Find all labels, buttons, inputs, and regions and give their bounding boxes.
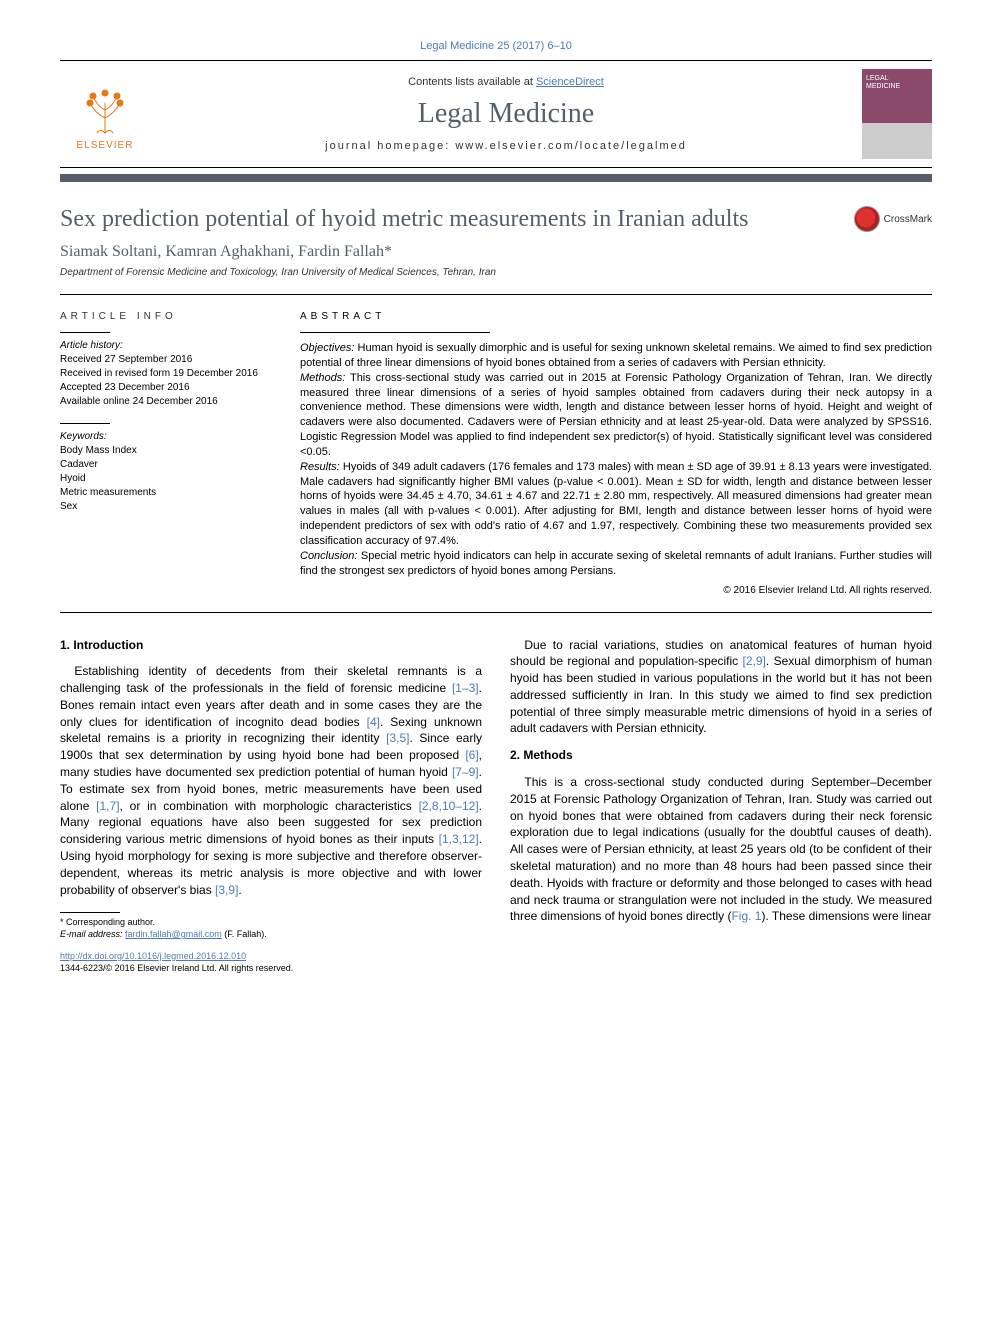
authors-list: Siamak Soltani, Kamran Aghakhani, Fardin… <box>60 243 384 260</box>
ref-link[interactable]: [3,9] <box>215 883 238 897</box>
keyword: Body Mass Index <box>60 444 280 458</box>
keywords-label: Keywords: <box>60 430 280 444</box>
journal-homepage[interactable]: journal homepage: www.elsevier.com/locat… <box>150 140 862 152</box>
journal-name: Legal Medicine <box>150 98 862 130</box>
ref-link[interactable]: [3,5] <box>386 731 409 745</box>
abs-results-label: Results: <box>300 461 340 473</box>
abs-results: Hyoids of 349 adult cadavers (176 female… <box>300 461 932 547</box>
thick-rule <box>60 174 932 182</box>
body-columns: 1. Introduction Establishing identity of… <box>60 637 932 975</box>
info-rule-1 <box>60 332 110 333</box>
text: , or in combination with morphologic cha… <box>120 799 419 813</box>
abs-objectives: Human hyoid is sexually dimorphic and is… <box>300 342 932 369</box>
rule-above-info <box>60 294 932 295</box>
corr-marker: * <box>384 243 392 260</box>
intro-p1: Establishing identity of decedents from … <box>60 663 482 898</box>
journal-header: ELSEVIER Contents lists available at Sci… <box>60 60 932 168</box>
keyword: Cadaver <box>60 458 280 472</box>
journal-cover-thumb: LEGALMEDICINE <box>862 69 932 159</box>
ref-link[interactable]: [7–9] <box>452 765 479 779</box>
corresponding-author-footnote: * Corresponding author. E-mail address: … <box>60 917 482 940</box>
text: ). These dimensions were linear <box>761 909 931 923</box>
text: This is a cross-sectional study conducte… <box>510 775 932 923</box>
email-label: E-mail address: <box>60 929 125 939</box>
corr-email-line: E-mail address: fardin.fallah@gmail.com … <box>60 929 482 941</box>
keyword: Sex <box>60 500 280 514</box>
keyword: Hyoid <box>60 472 280 486</box>
article-info-column: article info Article history: Received 2… <box>60 311 300 596</box>
email-suffix: (F. Fallah). <box>222 929 267 939</box>
abs-methods: This cross-sectional study was carried o… <box>300 372 932 458</box>
doi-block: http://dx.doi.org/10.1016/j.legmed.2016.… <box>60 951 482 974</box>
ref-link[interactable]: [6] <box>465 748 478 762</box>
abstract-copyright: © 2016 Elsevier Ireland Ltd. All rights … <box>300 585 932 596</box>
fig-link[interactable]: Fig. 1 <box>731 909 761 923</box>
article-title: Sex prediction potential of hyoid metric… <box>60 206 748 233</box>
elsevier-wordmark: ELSEVIER <box>77 140 134 151</box>
ref-link[interactable]: [1,3,12] <box>439 832 479 846</box>
corr-label: * Corresponding author. <box>60 917 482 929</box>
methods-p1: This is a cross-sectional study conducte… <box>510 774 932 925</box>
intro-heading: 1. Introduction <box>60 637 482 654</box>
contents-lists-line: Contents lists available at ScienceDirec… <box>150 76 862 88</box>
crossmark-icon <box>854 206 880 232</box>
article-info-heading: article info <box>60 311 280 322</box>
article-history-block: Article history: Received 27 September 2… <box>60 339 280 409</box>
ref-link[interactable]: [1–3] <box>452 681 479 695</box>
text: . <box>238 883 241 897</box>
abstract-body: Objectives: Human hyoid is sexually dimo… <box>300 341 932 579</box>
text: Establishing identity of decedents from … <box>60 664 482 695</box>
history-line: Received 27 September 2016 <box>60 353 280 367</box>
footnote-rule <box>60 912 120 913</box>
title-row: Sex prediction potential of hyoid metric… <box>60 206 932 243</box>
contents-prefix: Contents lists available at <box>408 76 536 88</box>
affiliation: Department of Forensic Medicine and Toxi… <box>60 267 932 278</box>
sciencedirect-link[interactable]: ScienceDirect <box>536 76 604 88</box>
elsevier-tree-icon <box>75 78 135 138</box>
abstract-column: abstract Objectives: Human hyoid is sexu… <box>300 311 932 596</box>
keywords-block: Keywords: Body Mass Index Cadaver Hyoid … <box>60 430 280 514</box>
header-center: Contents lists available at ScienceDirec… <box>150 76 862 152</box>
abs-objectives-label: Objectives: <box>300 342 354 354</box>
doi-link[interactable]: http://dx.doi.org/10.1016/j.legmed.2016.… <box>60 951 246 961</box>
info-abstract-row: article info Article history: Received 2… <box>60 311 932 596</box>
abs-conclusion: Special metric hyoid indicators can help… <box>300 550 932 577</box>
history-label: Article history: <box>60 339 280 353</box>
abstract-rule <box>300 332 490 333</box>
email-link[interactable]: fardin.fallah@gmail.com <box>125 929 222 939</box>
rule-below-abstract <box>60 612 932 613</box>
issn-copyright: 1344-6223/© 2016 Elsevier Ireland Ltd. A… <box>60 963 293 973</box>
crossmark-badge[interactable]: CrossMark <box>854 206 932 232</box>
history-line: Received in revised form 19 December 201… <box>60 367 280 381</box>
abs-conclusion-label: Conclusion: <box>300 550 357 562</box>
elsevier-logo: ELSEVIER <box>60 69 150 159</box>
page: Legal Medicine 25 (2017) 6–10 <box>0 0 992 1014</box>
ref-link[interactable]: [1,7] <box>96 799 119 813</box>
methods-heading: 2. Methods <box>510 747 932 764</box>
intro-p2: Due to racial variations, studies on ana… <box>510 637 932 738</box>
ref-link[interactable]: [2,9] <box>743 654 766 668</box>
history-line: Accepted 23 December 2016 <box>60 381 280 395</box>
crossmark-label: CrossMark <box>884 214 932 225</box>
ref-link[interactable]: [2,8,10–12] <box>419 799 479 813</box>
authors: Siamak Soltani, Kamran Aghakhani, Fardin… <box>60 243 932 261</box>
info-rule-2 <box>60 423 110 424</box>
ref-link[interactable]: [4] <box>367 715 380 729</box>
cover-thumb-text: LEGALMEDICINE <box>866 75 900 90</box>
abs-methods-label: Methods: <box>300 372 345 384</box>
abstract-heading: abstract <box>300 311 932 322</box>
history-line: Available online 24 December 2016 <box>60 395 280 409</box>
top-citation[interactable]: Legal Medicine 25 (2017) 6–10 <box>60 40 932 52</box>
keyword: Metric measurements <box>60 486 280 500</box>
